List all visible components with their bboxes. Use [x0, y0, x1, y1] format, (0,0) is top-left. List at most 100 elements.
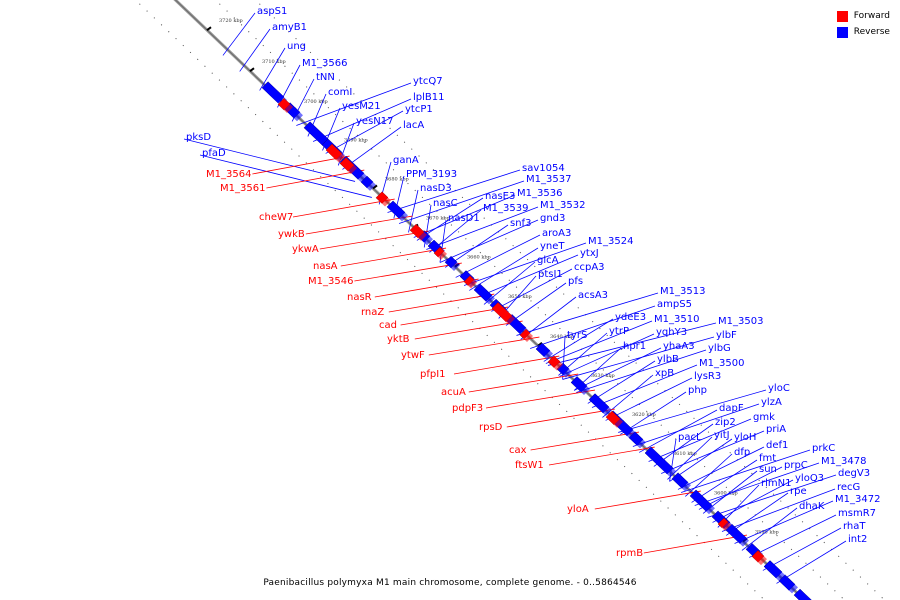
gene-arrow-shade [477, 286, 495, 305]
reverse-gene-label: yitJ [714, 430, 730, 441]
reverse-leader-line [530, 305, 656, 349]
reverse-gene-label: rlmN1 [761, 478, 791, 489]
forward-gene-label: ytwF [401, 350, 425, 361]
reverse-gene-label: comI [328, 87, 352, 98]
reverse-gene-label: dfp [734, 447, 750, 458]
reverse-gene-label: degV3 [838, 468, 870, 479]
reverse-gene-label: pacL [678, 432, 702, 443]
reverse-gene-label: ytxJ [580, 248, 599, 259]
reverse-leader-line [707, 474, 837, 518]
reverse-leader-line [661, 430, 765, 474]
reverse-leader-line [691, 459, 758, 503]
reverse-gene-label: ptsI1 [538, 269, 563, 280]
reverse-gene-label: ylbG [708, 343, 731, 354]
reverse-gene-label: M1_3566 [302, 58, 347, 69]
reverse-leader-line [408, 189, 419, 233]
reverse-gene-label: snf3 [510, 218, 531, 229]
reverse-gene-label: aspS1 [257, 6, 287, 17]
reverse-gene-label: pksD [186, 132, 211, 143]
forward-gene-label: nasR [347, 292, 372, 303]
scale-ticks: 3720 kbp 3710 kbp 3700 kbp 3690 kbp 3680 kbp… [206, 18, 779, 543]
gene-labels: aspS1 amyB1 ung M1_3566 tNN comI ytcQ7 yesM21 lp… [186, 6, 880, 559]
reverse-gene-label: nasD1 [448, 213, 480, 224]
reverse-leader-line [516, 292, 659, 336]
reverse-leader-line [469, 247, 539, 291]
reverse-leader-line [576, 349, 707, 393]
reverse-leader-line [296, 82, 412, 126]
forward-gene-label: cheW7 [259, 212, 293, 223]
reverse-leader-line [491, 268, 573, 312]
reverse-gene-label: def1 [766, 440, 788, 451]
reverse-leader-line [416, 197, 484, 241]
reverse-gene-label: yesN17 [356, 116, 394, 127]
gene-arrow-shade [390, 203, 408, 222]
reverse-gene-label: dapF [719, 403, 744, 414]
reverse-gene-label: sav1054 [522, 163, 565, 174]
forward-leader-line [388, 293, 495, 313]
gene-arrow-shade [437, 250, 447, 260]
tick-label: 3600 kbp [714, 490, 738, 496]
reverse-gene-label: int2 [848, 534, 867, 545]
reverse-leader-line [648, 418, 752, 462]
reverse-leader-line [439, 219, 539, 263]
gene-arrow-shade [609, 414, 623, 428]
tick-mark [249, 67, 255, 72]
reverse-leader-line [605, 377, 693, 421]
reverse-gene-label: M1_3510 [654, 314, 699, 325]
reverse-leader-line [721, 488, 836, 532]
reverse-gene-label: pfs [568, 276, 583, 287]
gene-arrow-shade [560, 366, 572, 378]
reverse-gene-label: lplB11 [413, 92, 445, 103]
reverse-gene-label: ganA [393, 155, 419, 166]
forward-gene-label: rpmB [616, 548, 643, 559]
reverse-gene-label: ampS5 [657, 299, 692, 310]
forward-leader-line [485, 389, 596, 409]
reverse-gene-label: acsA3 [578, 290, 608, 301]
forward-leader-line [468, 373, 579, 393]
reverse-gene-label: yqhY3 [656, 327, 687, 338]
reverse-gene-label: tNN [316, 72, 335, 83]
reverse-gene-label: ccpA3 [574, 262, 605, 273]
reverse-gene-label: recG [837, 482, 860, 493]
gene-arrow-shade [648, 450, 676, 477]
reverse-gene-label: ytcQ7 [413, 76, 443, 87]
map-caption: Paenibacillus polymyxa M1 main chromosom… [263, 578, 637, 588]
reverse-leader-line [476, 254, 579, 298]
reverse-leader-line [259, 47, 286, 91]
forward-leader-line [374, 278, 479, 298]
gene-arrow-shade [495, 305, 515, 325]
legend: Forward Reverse [836, 8, 890, 40]
reverse-gene-label: nasD3 [420, 183, 452, 194]
gene-arrow-shade [523, 332, 533, 342]
gene-arrow-shade [287, 105, 303, 122]
gene-arrow-shade [467, 278, 477, 289]
forward-gene-label: ywkB [278, 229, 305, 240]
forward-leader-line [292, 198, 395, 218]
forward-leader-line [428, 336, 540, 356]
reverse-leader-line [426, 206, 539, 250]
reverse-gene-label: hpr1 [623, 341, 646, 352]
forward-gene-label: cax [509, 445, 527, 456]
forward-gene-label: ftsW1 [515, 460, 544, 471]
tick-label: 3660 kbp [467, 255, 491, 261]
reverse-gene-label: glcA [537, 255, 559, 266]
forward-leader-line [548, 446, 655, 466]
gene-arrow-shade [281, 101, 293, 114]
gene-arrow-shade [755, 553, 767, 566]
forward-leader-line [354, 262, 462, 282]
gene-arrow-shade [379, 194, 391, 207]
forward-leader-line [506, 408, 615, 428]
reverse-leader-line [685, 453, 733, 497]
forward-gene-label: yktB [387, 334, 410, 345]
forward-gene-arrow [717, 517, 729, 529]
forward-gene-arrow [463, 275, 475, 286]
reverse-gene-label: yloC [768, 383, 790, 394]
reverse-leader-line [680, 449, 811, 493]
reverse-gene-label: tyrS [567, 330, 587, 341]
reverse-leader-line [741, 507, 798, 551]
reverse-gene-label: ylzA [761, 397, 782, 408]
reverse-gene-label: yneT [540, 241, 565, 252]
forward-leader-line [252, 155, 350, 175]
reverse-gene-label: sun [759, 464, 777, 475]
